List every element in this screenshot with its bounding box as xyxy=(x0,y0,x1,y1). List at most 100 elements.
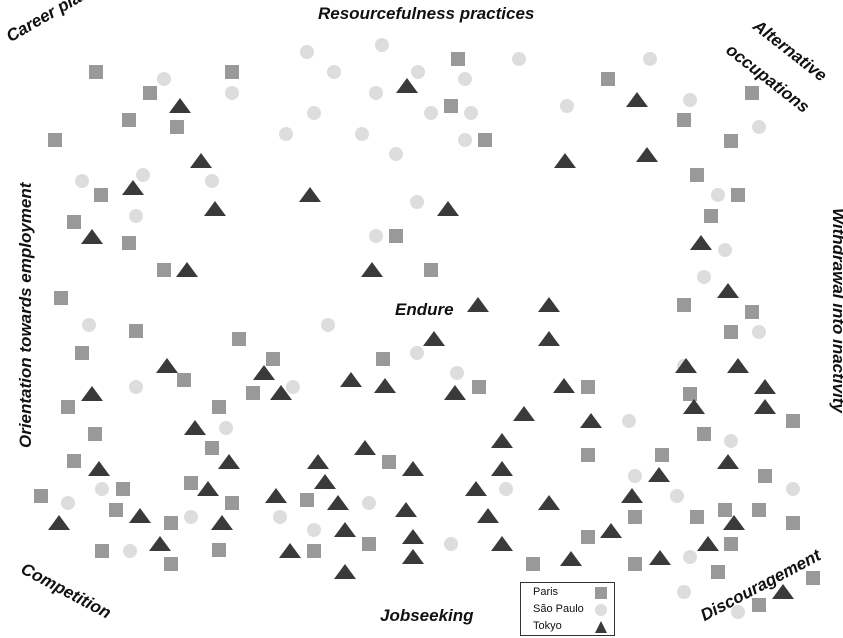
paris-square-marker xyxy=(382,455,396,469)
paris-square-marker xyxy=(54,291,68,305)
tokyo-triangle-marker xyxy=(402,529,424,544)
tokyo-triangle-marker xyxy=(491,536,513,551)
tokyo-triangle-marker xyxy=(129,508,151,523)
sao-paulo-circle-marker xyxy=(786,482,800,496)
paris-square-marker xyxy=(225,496,239,510)
sao-paulo-circle-marker xyxy=(411,65,425,79)
paris-square-marker xyxy=(232,332,246,346)
legend: Paris São Paulo Tokyo xyxy=(520,582,615,636)
paris-square-marker xyxy=(478,133,492,147)
paris-square-marker xyxy=(389,229,403,243)
paris-square-marker xyxy=(704,209,718,223)
paris-square-marker xyxy=(724,537,738,551)
paris-square-marker xyxy=(300,493,314,507)
tokyo-triangle-marker xyxy=(467,297,489,312)
paris-square-marker xyxy=(184,476,198,490)
tokyo-triangle-marker xyxy=(299,187,321,202)
tokyo-triangle-marker xyxy=(314,474,336,489)
sao-paulo-circle-marker xyxy=(643,52,657,66)
paris-square-marker xyxy=(266,352,280,366)
square-marker-icon xyxy=(595,587,607,599)
tokyo-triangle-marker xyxy=(444,385,466,400)
paris-square-marker xyxy=(718,503,732,517)
tokyo-triangle-marker xyxy=(553,378,575,393)
paris-square-marker xyxy=(48,133,62,147)
tokyo-triangle-marker xyxy=(265,488,287,503)
tokyo-triangle-marker xyxy=(626,92,648,107)
tokyo-triangle-marker xyxy=(270,385,292,400)
tokyo-triangle-marker xyxy=(184,420,206,435)
tokyo-triangle-marker xyxy=(279,543,301,558)
paris-square-marker xyxy=(157,263,171,277)
paris-square-marker xyxy=(376,352,390,366)
paris-square-marker xyxy=(451,52,465,66)
sao-paulo-circle-marker xyxy=(677,585,691,599)
tokyo-triangle-marker xyxy=(465,481,487,496)
tokyo-triangle-marker xyxy=(723,515,745,530)
sao-paulo-circle-marker xyxy=(157,72,171,86)
paris-square-marker xyxy=(89,65,103,79)
legend-label: São Paulo xyxy=(533,603,584,615)
tokyo-triangle-marker xyxy=(374,378,396,393)
tokyo-triangle-marker xyxy=(554,153,576,168)
sao-paulo-circle-marker xyxy=(464,106,478,120)
sao-paulo-circle-marker xyxy=(129,380,143,394)
paris-square-marker xyxy=(697,427,711,441)
tokyo-triangle-marker xyxy=(580,413,602,428)
tokyo-triangle-marker xyxy=(218,454,240,469)
tokyo-triangle-marker xyxy=(491,433,513,448)
paris-square-marker xyxy=(690,510,704,524)
legend-item-sao-paulo: São Paulo xyxy=(521,601,614,618)
paris-square-marker xyxy=(786,414,800,428)
paris-square-marker xyxy=(752,503,766,517)
tokyo-triangle-marker xyxy=(340,372,362,387)
tokyo-triangle-marker xyxy=(327,495,349,510)
sao-paulo-circle-marker xyxy=(219,421,233,435)
tokyo-triangle-marker xyxy=(81,386,103,401)
tokyo-triangle-marker xyxy=(204,201,226,216)
paris-square-marker xyxy=(94,188,108,202)
sao-paulo-circle-marker xyxy=(321,318,335,332)
paris-square-marker xyxy=(122,236,136,250)
paris-square-marker xyxy=(526,557,540,571)
paris-square-marker xyxy=(677,298,691,312)
paris-square-marker xyxy=(67,215,81,229)
tokyo-triangle-marker xyxy=(717,283,739,298)
tokyo-triangle-marker xyxy=(727,358,749,373)
tokyo-triangle-marker xyxy=(621,488,643,503)
paris-square-marker xyxy=(88,427,102,441)
paris-square-marker xyxy=(786,516,800,530)
sao-paulo-circle-marker xyxy=(75,174,89,188)
legend-item-tokyo: Tokyo xyxy=(521,618,614,635)
paris-square-marker xyxy=(731,188,745,202)
paris-square-marker xyxy=(444,99,458,113)
paris-square-marker xyxy=(34,489,48,503)
paris-square-marker xyxy=(655,448,669,462)
paris-square-marker xyxy=(758,469,772,483)
tokyo-triangle-marker xyxy=(211,515,233,530)
paris-square-marker xyxy=(109,503,123,517)
tokyo-triangle-marker xyxy=(423,331,445,346)
tokyo-triangle-marker xyxy=(81,229,103,244)
paris-square-marker xyxy=(683,387,697,401)
paris-square-marker xyxy=(690,168,704,182)
sao-paulo-circle-marker xyxy=(327,65,341,79)
paris-square-marker xyxy=(424,263,438,277)
tokyo-triangle-marker xyxy=(477,508,499,523)
paris-square-marker xyxy=(164,516,178,530)
tokyo-triangle-marker xyxy=(690,235,712,250)
paris-square-marker xyxy=(581,448,595,462)
paris-square-marker xyxy=(581,380,595,394)
label-jobseeking: Jobseeking xyxy=(380,606,474,625)
sao-paulo-circle-marker xyxy=(184,510,198,524)
paris-square-marker xyxy=(246,386,260,400)
paris-square-marker xyxy=(205,441,219,455)
sao-paulo-circle-marker xyxy=(225,86,239,100)
tokyo-triangle-marker xyxy=(600,523,622,538)
sao-paulo-circle-marker xyxy=(307,106,321,120)
tokyo-triangle-marker xyxy=(636,147,658,162)
paris-square-marker xyxy=(628,510,642,524)
sao-paulo-circle-marker xyxy=(683,550,697,564)
sao-paulo-circle-marker xyxy=(458,72,472,86)
tokyo-triangle-marker xyxy=(176,262,198,277)
